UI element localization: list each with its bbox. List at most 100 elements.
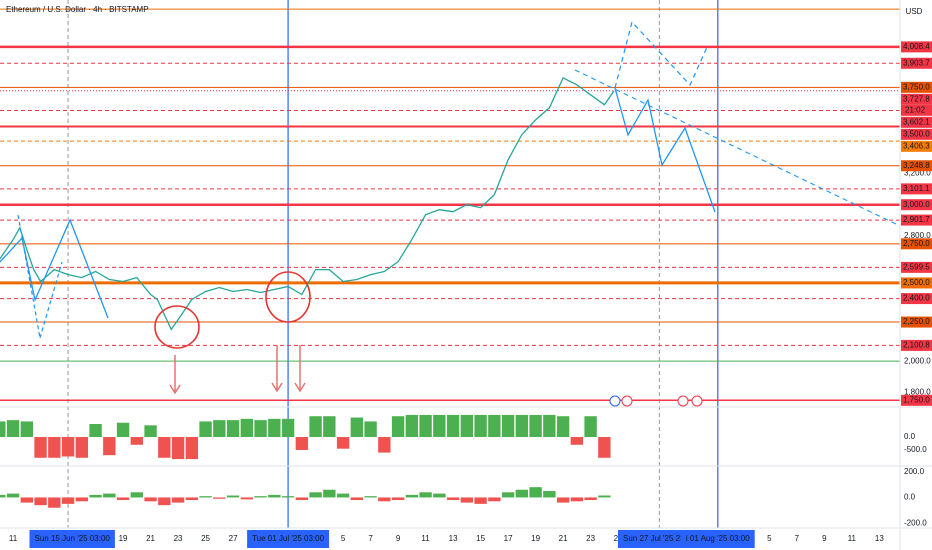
histogram-bar xyxy=(543,414,556,438)
histogram-bar xyxy=(598,495,611,498)
x-tick-label: 23 xyxy=(586,534,595,543)
histogram-bar xyxy=(185,437,199,460)
y-tick-label: 2,800.0 xyxy=(904,231,931,240)
histogram-bar xyxy=(6,420,20,438)
level-label: 3,500.0 xyxy=(903,129,930,138)
x-marker-label: Tue 01 Jul '25 03:00 xyxy=(252,534,325,543)
histogram-bar xyxy=(378,437,391,453)
x-marker-label: i 01 Aug '25 03:00 xyxy=(686,534,750,543)
histogram-bar xyxy=(364,496,377,498)
histogram-bar xyxy=(584,497,597,501)
x-tick-label: 17 xyxy=(504,534,513,543)
histogram-bar xyxy=(336,493,350,498)
histogram-bar xyxy=(213,497,226,499)
histogram-bar xyxy=(0,494,6,498)
x-marker-bg xyxy=(618,530,701,548)
level-label: 4,008.4 xyxy=(903,42,930,51)
level-label: 3,248.8 xyxy=(903,161,930,170)
x-marker-label: Sun 27 Jul '25 23:00 xyxy=(623,534,696,543)
histogram-bar xyxy=(185,497,199,501)
level-label-bg xyxy=(901,81,932,93)
level-label: 2,100.8 xyxy=(903,341,930,350)
histogram-bar xyxy=(130,492,144,498)
histogram-bar xyxy=(336,437,350,449)
histogram-bar xyxy=(171,497,185,503)
level-label: 2,750.0 xyxy=(903,239,930,248)
histogram-bar xyxy=(199,421,212,438)
histogram-bar xyxy=(446,414,460,438)
currency-label: USD xyxy=(906,7,923,16)
level-label-bg xyxy=(901,238,932,250)
histogram-bar xyxy=(488,497,501,502)
x-tick-label: 11 xyxy=(848,534,857,543)
level-label-bg xyxy=(901,293,932,305)
histogram-bar xyxy=(515,489,529,498)
x-tick-label: 9 xyxy=(822,534,827,543)
level-label-bg xyxy=(901,140,932,152)
histogram-bar xyxy=(61,497,75,504)
x-tick-label: 13 xyxy=(449,534,458,543)
histogram-bar xyxy=(598,437,611,458)
x-tick-label: 11 xyxy=(9,534,18,543)
x-tick-label: 5 xyxy=(767,534,772,543)
histogram-bar xyxy=(323,489,336,498)
level-label-bg xyxy=(901,316,932,328)
histogram-bar xyxy=(0,421,6,438)
level-label: 2,250.0 xyxy=(903,317,930,326)
level-label-bg xyxy=(901,57,932,69)
countdown-bg xyxy=(901,104,932,116)
histogram-bar xyxy=(529,487,542,498)
level-label-bg xyxy=(901,199,932,211)
chart-title: Ethereum / U.S. Dollar · 4h · BITSTAMP xyxy=(6,5,149,14)
x-tick-label: 23 xyxy=(174,534,183,543)
x-marker-label: Sun 15 Jun '25 03:00 xyxy=(35,534,111,543)
level-label-bg xyxy=(901,214,932,226)
level-label: 2,400.0 xyxy=(903,294,930,303)
histogram-bar xyxy=(584,416,597,438)
histogram-bar xyxy=(364,421,377,438)
level-label: 3,750.0 xyxy=(903,82,930,91)
x-tick-label: 19 xyxy=(531,534,540,543)
event-icon xyxy=(609,395,621,407)
histogram-bar xyxy=(556,497,570,503)
level-label-bg xyxy=(901,116,932,128)
histogram-bar xyxy=(240,418,254,438)
histogram-bar xyxy=(281,496,295,498)
projection-path xyxy=(614,87,716,213)
histogram-bar xyxy=(158,497,171,506)
x-tick-label: 19 xyxy=(119,534,128,543)
x-tick-label: 9 xyxy=(396,534,401,543)
histogram-bar xyxy=(20,421,34,438)
level-label-bg xyxy=(901,160,932,172)
level-label: 3,406.3 xyxy=(903,141,930,150)
projection-path-dashed xyxy=(17,214,63,339)
histogram-bar xyxy=(103,437,116,456)
y-tick-label: 3,200.0 xyxy=(904,169,931,178)
highlight-circle xyxy=(154,305,200,349)
histogram-bar xyxy=(268,494,281,498)
countdown-label: 21:02 xyxy=(905,105,926,114)
event-icon xyxy=(691,395,703,407)
event-icon xyxy=(677,395,689,407)
level-label-bg xyxy=(901,261,932,273)
down-arrows xyxy=(169,345,306,395)
histogram-bar xyxy=(254,496,267,498)
histogram-bar xyxy=(6,493,20,498)
histogram-bar xyxy=(281,418,295,438)
histogram-bar xyxy=(309,492,322,498)
y-tick-label: -200.0 xyxy=(904,518,927,527)
histogram-bar xyxy=(103,493,116,498)
histogram-bar xyxy=(144,425,157,438)
level-label: 1,750.0 xyxy=(903,395,930,404)
level-label-bg xyxy=(901,93,932,105)
histogram-bar xyxy=(515,414,529,438)
histogram-bar xyxy=(116,422,130,438)
histogram-bar xyxy=(433,414,446,438)
histogram-bar xyxy=(501,492,515,498)
x-tick-label: 21 xyxy=(146,534,155,543)
histogram-bar xyxy=(75,497,89,502)
histogram-bar xyxy=(199,496,212,498)
histogram-bar xyxy=(34,497,47,506)
x-tick-label: 11 xyxy=(421,534,430,543)
